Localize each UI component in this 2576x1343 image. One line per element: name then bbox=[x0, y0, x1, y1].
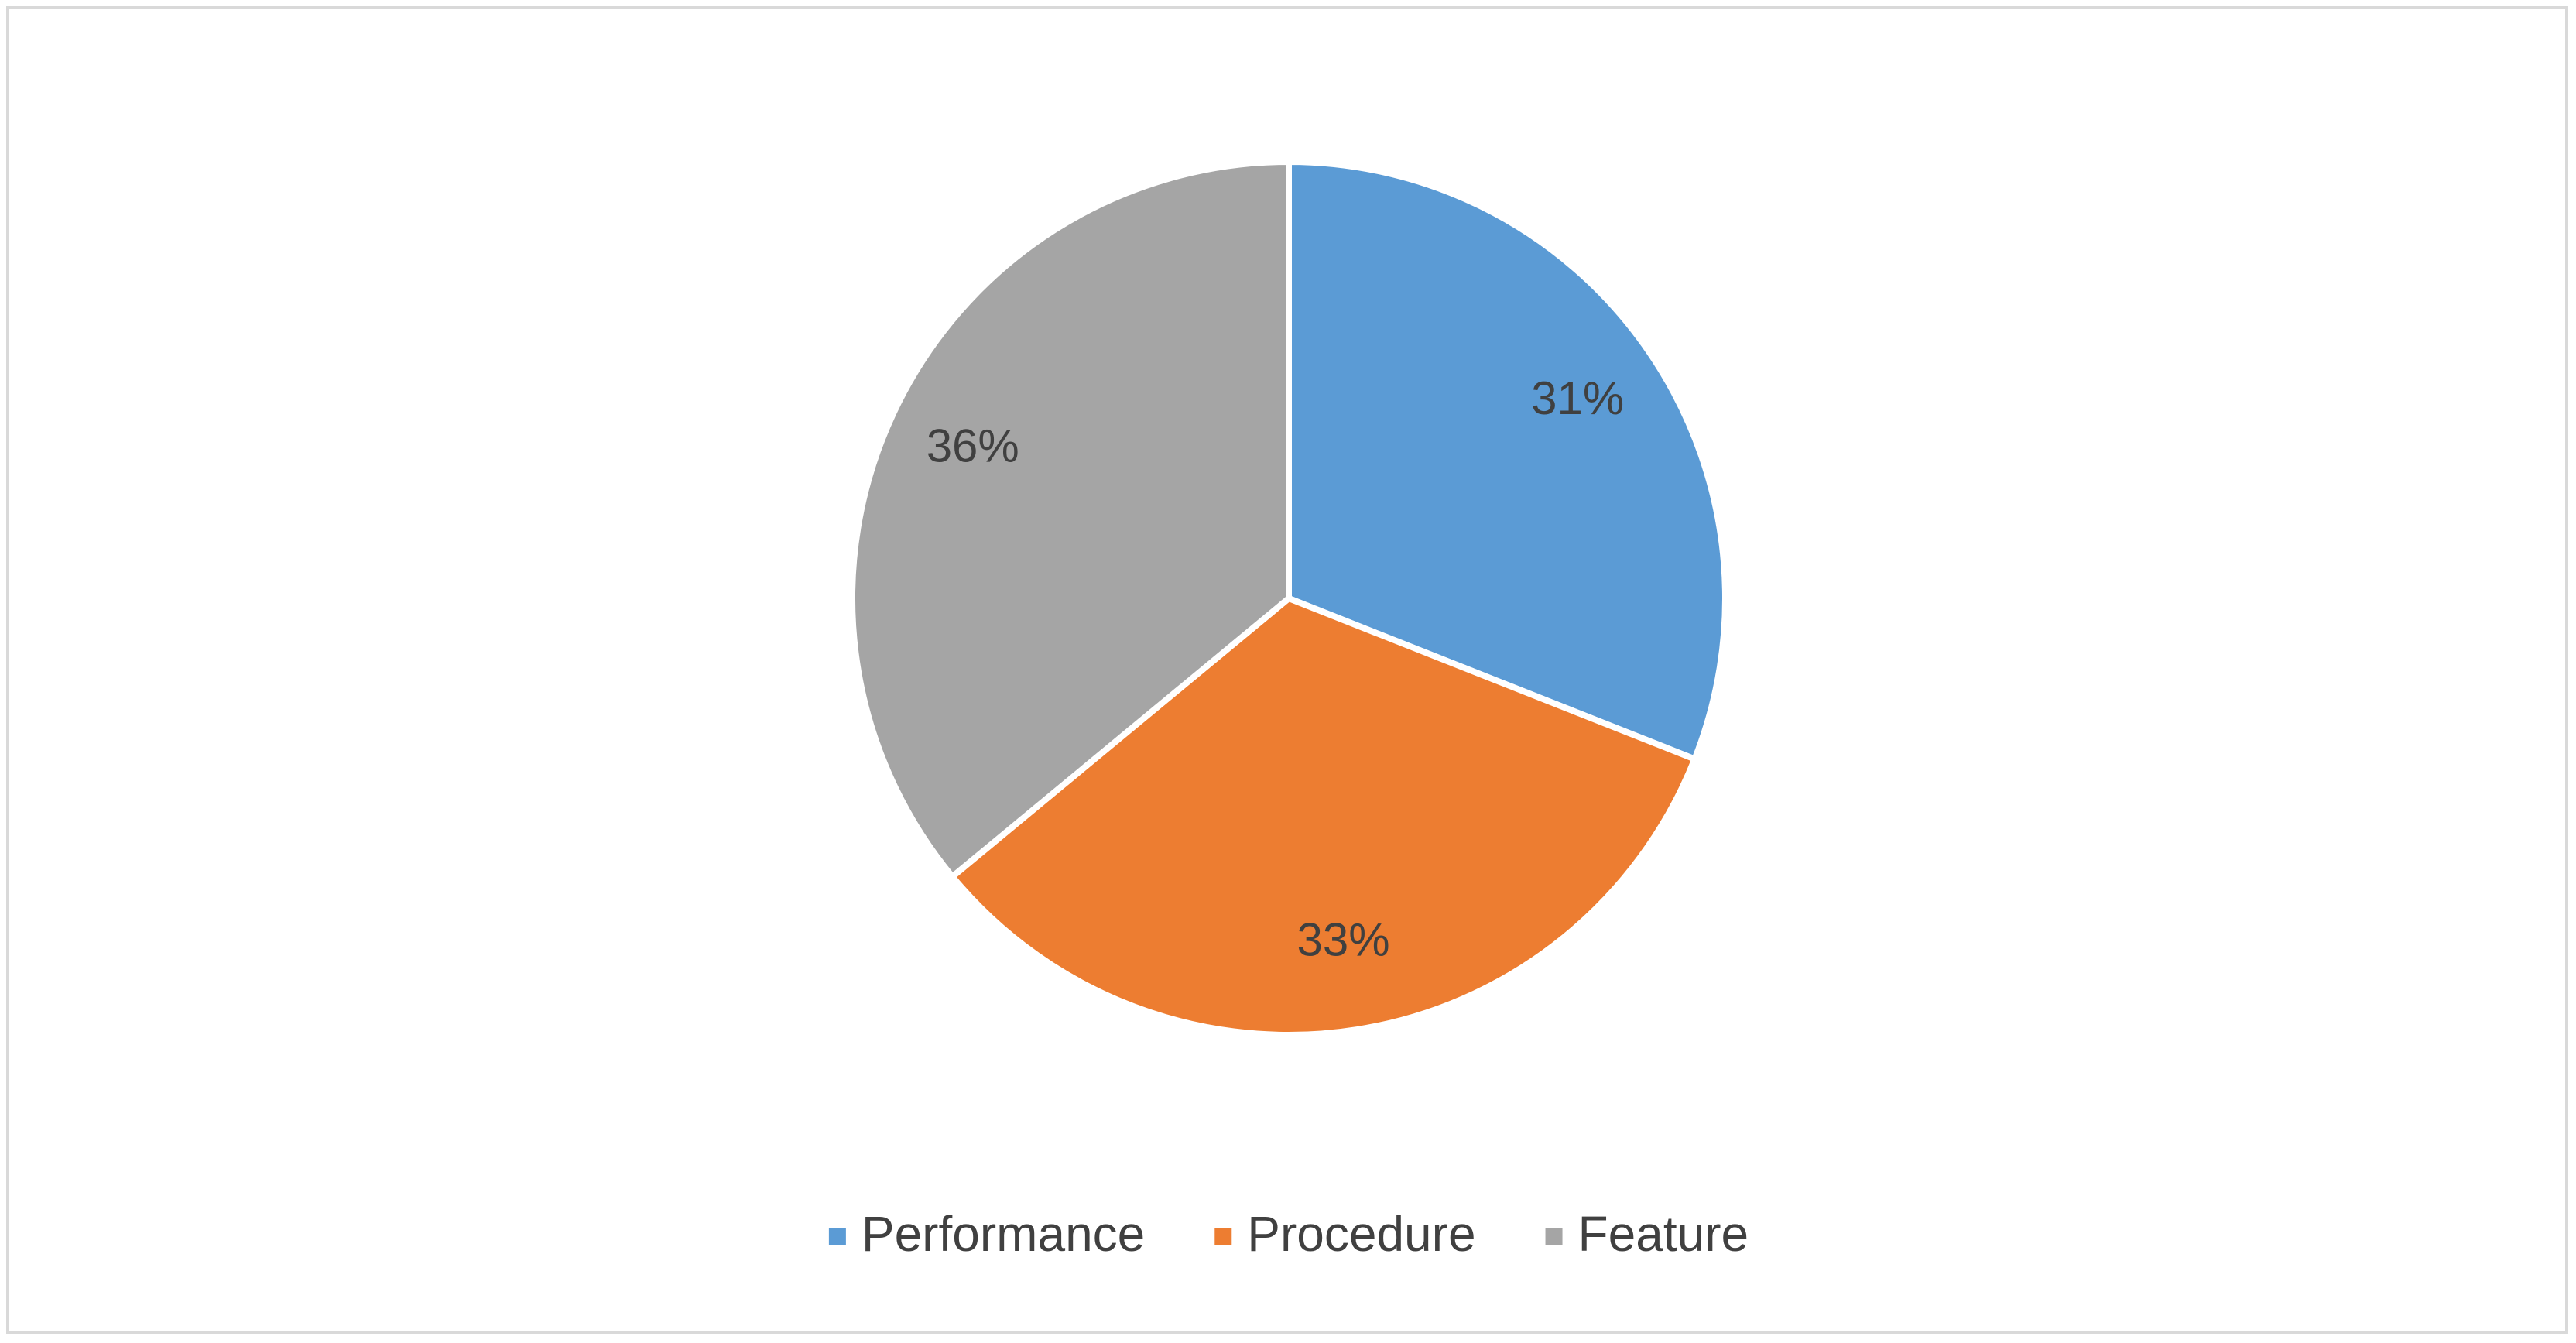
legend-swatch bbox=[828, 1228, 846, 1245]
pie-slice bbox=[949, 595, 1698, 1038]
legend-label: Performance bbox=[862, 1206, 1145, 1262]
pie-slice bbox=[849, 159, 1292, 880]
legend-swatch bbox=[1545, 1228, 1563, 1245]
legend-label: Procedure bbox=[1247, 1206, 1475, 1262]
data-label: 36% bbox=[927, 420, 1019, 472]
data-label: 33% bbox=[1297, 913, 1390, 965]
legend-swatch bbox=[1214, 1228, 1232, 1245]
data-label: 31% bbox=[1531, 372, 1624, 424]
pie-slice bbox=[1286, 159, 1728, 762]
legend-label: Feature bbox=[1578, 1206, 1749, 1262]
